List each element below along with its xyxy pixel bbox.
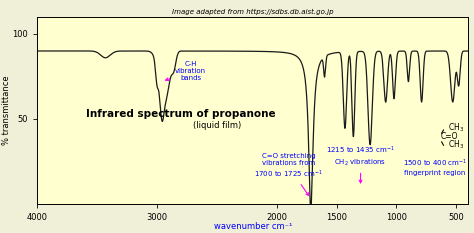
- Text: CH$_3$: CH$_3$: [448, 122, 464, 134]
- Text: C-H
vibration
bands: C-H vibration bands: [165, 61, 206, 81]
- Text: Image adapted from https://sdbs.db.aist.go.jp: Image adapted from https://sdbs.db.aist.…: [172, 9, 334, 15]
- Text: C=O: C=O: [441, 132, 458, 141]
- Text: C=O stretching
vibrations from
1700 to 1725 cm$^{-1}$: C=O stretching vibrations from 1700 to 1…: [255, 154, 323, 195]
- Text: (liquid film): (liquid film): [193, 121, 241, 130]
- Text: CH$_3$: CH$_3$: [448, 139, 464, 151]
- Text: 1215 to 1435 cm$^{-1}$
CH$_2$ vibrations: 1215 to 1435 cm$^{-1}$ CH$_2$ vibrations: [326, 145, 395, 183]
- X-axis label: wavenumber cm⁻¹: wavenumber cm⁻¹: [214, 222, 292, 231]
- Text: 1500 to 400 cm$^{-1}$
fingerprint region: 1500 to 400 cm$^{-1}$ fingerprint region: [402, 157, 467, 176]
- Text: Infrared spectrum of propanone: Infrared spectrum of propanone: [86, 109, 276, 119]
- Y-axis label: % transmittance: % transmittance: [2, 76, 11, 145]
